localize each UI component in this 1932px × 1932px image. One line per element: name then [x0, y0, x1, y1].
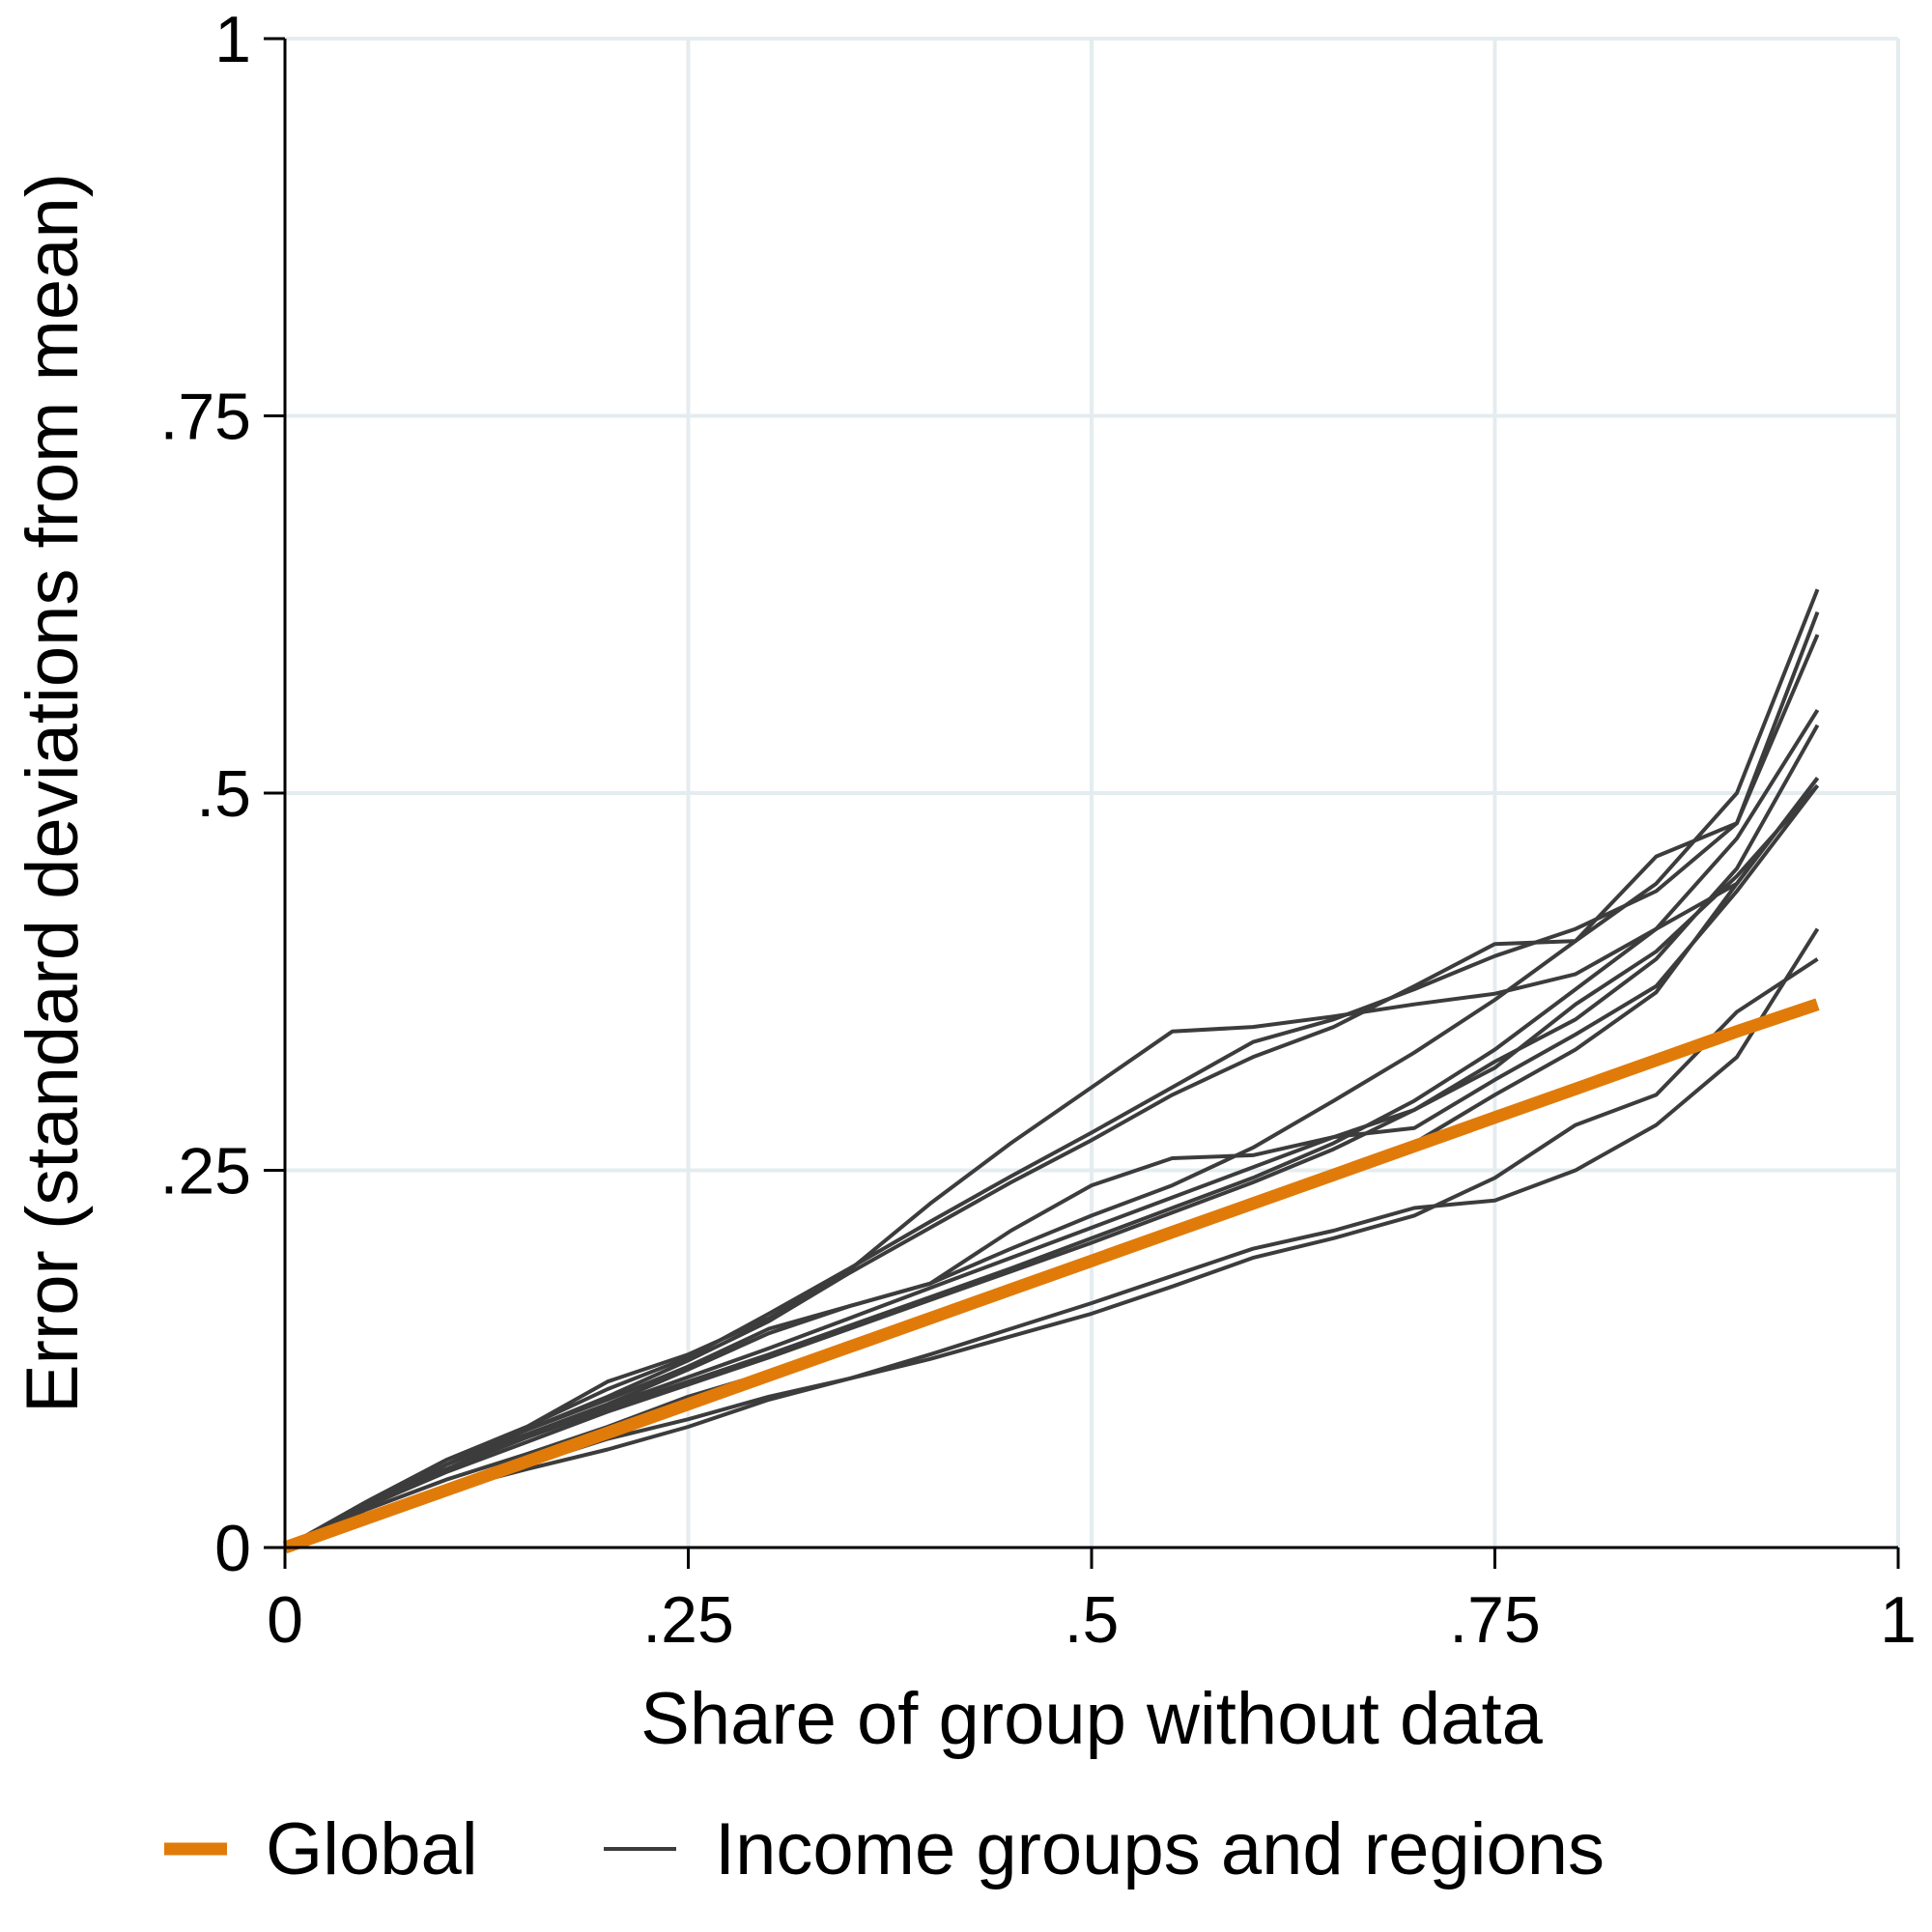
series-line-income-group: [284, 709, 1820, 1549]
series-line-global: [282, 998, 1820, 1554]
legend-label: Global: [266, 1808, 478, 1890]
x-tick-label: 0: [267, 1583, 303, 1657]
x-tick-label: .75: [1449, 1583, 1541, 1657]
x-axis-title: Share of group without data: [640, 1678, 1543, 1760]
grid-lines: [285, 37, 1900, 1548]
y-tick-label: .25: [159, 1135, 251, 1208]
x-tick-label: 1: [1880, 1583, 1917, 1657]
x-tick-label: .5: [1065, 1583, 1120, 1657]
y-tick-label: .5: [196, 757, 251, 831]
series-line-income-group: [284, 724, 1820, 1549]
series-lines: [282, 588, 1820, 1554]
y-tick-label: 0: [214, 1512, 251, 1585]
y-axis-title: Error (standard deviations from mean): [12, 173, 94, 1413]
y-tick-label: .75: [159, 381, 251, 454]
legend: Global Income groups and regions: [164, 1808, 1605, 1890]
series-line-income-group: [284, 927, 1820, 1549]
x-tick-label: .25: [642, 1583, 734, 1657]
legend-label: Income groups and regions: [715, 1808, 1605, 1890]
axis-ticks: 0 .25 .5 .75 1 0 .25 .5 .75 1: [159, 3, 1916, 1657]
y-tick-label: 1: [214, 3, 251, 76]
series-line-income-group: [284, 783, 1820, 1549]
series-line-income-group: [284, 611, 1820, 1549]
